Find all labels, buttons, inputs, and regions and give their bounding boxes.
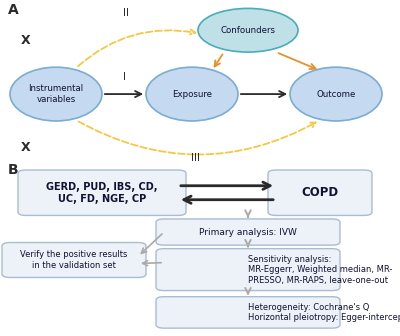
FancyBboxPatch shape: [156, 219, 340, 245]
Text: Verify the positive results
in the validation set: Verify the positive results in the valid…: [20, 250, 128, 270]
Text: Primary analysis: IVW: Primary analysis: IVW: [199, 227, 297, 237]
Text: A: A: [8, 3, 19, 17]
Text: COPD: COPD: [302, 186, 338, 199]
Text: Sensitivity analysis:
MR-Eggerr, Weighted median, MR-
PRESSO, MR-RAPS, leave-one: Sensitivity analysis: MR-Eggerr, Weighte…: [248, 255, 392, 285]
Ellipse shape: [10, 67, 102, 121]
Text: Exposure: Exposure: [172, 90, 212, 98]
Text: X: X: [21, 34, 31, 47]
Text: II: II: [123, 8, 129, 18]
Text: GERD, PUD, IBS, CD,
UC, FD, NGE, CP: GERD, PUD, IBS, CD, UC, FD, NGE, CP: [46, 182, 158, 204]
Text: Confounders: Confounders: [220, 26, 276, 35]
FancyBboxPatch shape: [18, 170, 186, 215]
FancyBboxPatch shape: [268, 170, 372, 215]
Ellipse shape: [198, 8, 298, 52]
FancyBboxPatch shape: [156, 249, 340, 291]
Text: I: I: [122, 72, 126, 82]
Ellipse shape: [146, 67, 238, 121]
Ellipse shape: [290, 67, 382, 121]
Text: Outcome: Outcome: [316, 90, 356, 98]
Text: X: X: [21, 141, 31, 154]
FancyBboxPatch shape: [156, 297, 340, 328]
Text: B: B: [8, 163, 19, 177]
FancyBboxPatch shape: [2, 243, 146, 278]
Text: Heterogeneity: Cochrane's Q
Horizontal pleiotropy: Egger-intercept: Heterogeneity: Cochrane's Q Horizontal p…: [248, 303, 400, 322]
Text: Instrumental
variables: Instrumental variables: [28, 84, 84, 104]
Text: III: III: [192, 153, 200, 163]
